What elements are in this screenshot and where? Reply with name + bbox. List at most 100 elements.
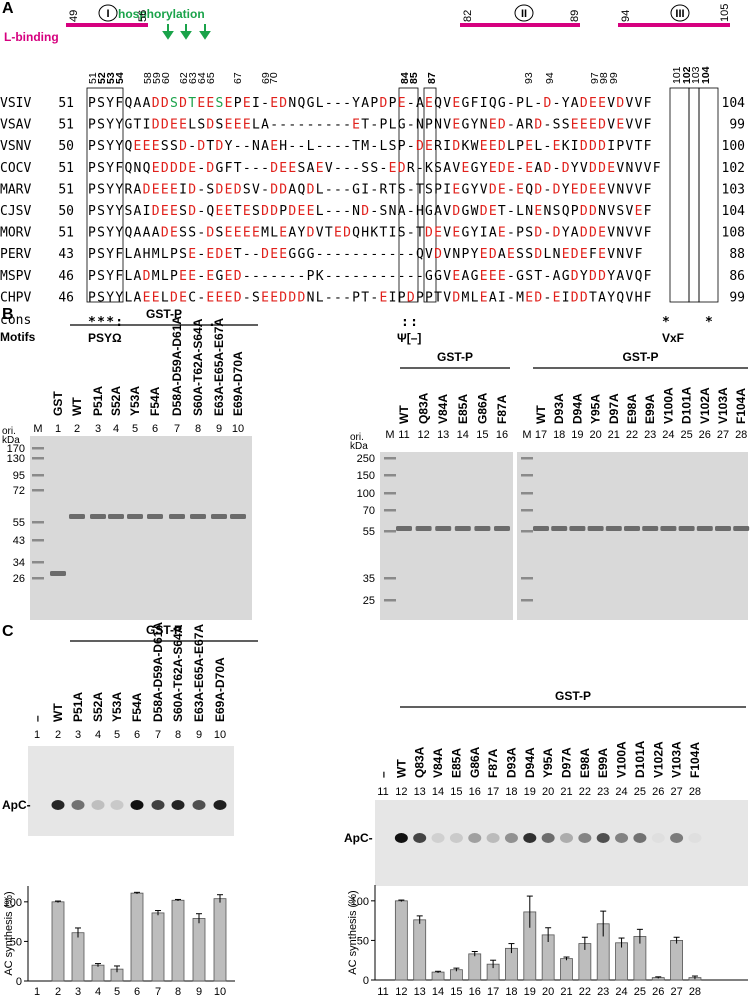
residue: -	[334, 118, 343, 133]
residue: P	[170, 269, 179, 284]
protein-band	[715, 526, 731, 531]
marker-band	[384, 530, 396, 533]
residue: D	[170, 161, 179, 176]
lane-number: 7	[155, 729, 161, 741]
residue: E	[480, 269, 489, 284]
residue: -	[243, 290, 252, 305]
residue: -	[553, 96, 562, 111]
residue: D	[270, 161, 279, 176]
residue: D	[234, 290, 243, 305]
residue: T	[188, 96, 197, 111]
residue: G	[461, 182, 470, 197]
residue: S	[97, 118, 106, 133]
lane-label: D58A-D59A-D61A	[170, 316, 184, 416]
residue: P	[398, 139, 407, 154]
species-name: CJSV	[0, 204, 31, 219]
end-position: 104	[722, 96, 746, 111]
lane-number: 8	[195, 423, 201, 435]
gel	[30, 436, 252, 620]
residue-number: 94	[544, 72, 556, 84]
autoradiograph	[28, 746, 234, 836]
marker-band	[384, 599, 396, 602]
apc-spot	[615, 833, 629, 843]
lane-number: 6	[152, 423, 158, 435]
lane-label: E98A	[625, 394, 639, 424]
residue: -	[252, 161, 261, 176]
residue: A	[489, 226, 498, 241]
residue: A	[598, 290, 607, 305]
residue: I	[443, 182, 452, 197]
residue: V	[607, 204, 616, 219]
region-end: 89	[569, 10, 581, 22]
residue-number: 53	[105, 72, 117, 84]
marker-label: 35	[363, 573, 375, 585]
residue: -	[361, 247, 370, 262]
residue: S	[97, 139, 106, 154]
residue: I	[571, 139, 580, 154]
residue: Y	[607, 290, 616, 305]
residue: S	[97, 182, 106, 197]
lane-number: 16	[469, 986, 481, 998]
residue: C	[188, 290, 197, 305]
residue: -	[298, 139, 307, 154]
residue: D	[206, 226, 215, 241]
lane-number: 28	[689, 786, 701, 798]
protein-band	[396, 526, 412, 531]
residue: Q	[298, 182, 307, 197]
residue: T	[434, 290, 443, 305]
residue: E	[516, 182, 525, 197]
residue: A	[498, 247, 507, 262]
residue: E	[225, 247, 234, 262]
species-name: MORV	[0, 226, 31, 241]
residue: E	[489, 161, 498, 176]
residue: -	[325, 290, 334, 305]
residue: G	[461, 118, 470, 133]
lane-label: P51A	[71, 692, 85, 722]
sequence: PSYFQNQEDDDE-DGFT---DEESAEV---SS-EDR-KSA…	[88, 161, 662, 176]
cons-label: cons	[0, 313, 31, 328]
lane-number: 27	[670, 986, 682, 998]
residue: A	[443, 161, 452, 176]
residue: T	[635, 139, 644, 154]
residue: Q	[635, 269, 644, 284]
residue: V	[252, 182, 261, 197]
apc-spot	[130, 800, 144, 810]
residue: E	[534, 204, 543, 219]
residue: Y	[562, 226, 571, 241]
residue: -	[407, 118, 416, 133]
residue: S	[179, 226, 188, 241]
protein-band	[230, 514, 246, 519]
residue: S	[252, 290, 261, 305]
residue: V	[635, 182, 644, 197]
residue: S	[553, 118, 562, 133]
residue: D	[598, 118, 607, 133]
residue: N	[616, 226, 625, 241]
lane-label: D93A	[504, 747, 518, 778]
marker-lane-label: M	[522, 429, 531, 441]
marker-band	[384, 474, 396, 477]
residue: G	[298, 247, 307, 262]
residue: -	[380, 161, 389, 176]
residue: S	[97, 226, 106, 241]
residue: -	[261, 161, 270, 176]
residue: H	[279, 139, 288, 154]
residue: E	[197, 96, 206, 111]
residue: -	[343, 182, 352, 197]
residue: V	[443, 204, 452, 219]
residue: E	[179, 269, 188, 284]
residue: E	[270, 139, 279, 154]
residue: E	[170, 182, 179, 197]
residue: F	[471, 96, 480, 111]
lane-number: 4	[95, 729, 101, 741]
marker-band	[32, 457, 44, 460]
bar	[192, 918, 206, 982]
residue: S	[425, 182, 434, 197]
residue: A	[143, 226, 152, 241]
residue: Q	[525, 182, 534, 197]
end-position: 100	[722, 139, 745, 154]
residue: -	[516, 161, 525, 176]
residue: D	[589, 139, 598, 154]
residue: E	[206, 247, 215, 262]
residue-number: 104	[700, 66, 712, 84]
residue: S	[97, 204, 106, 219]
